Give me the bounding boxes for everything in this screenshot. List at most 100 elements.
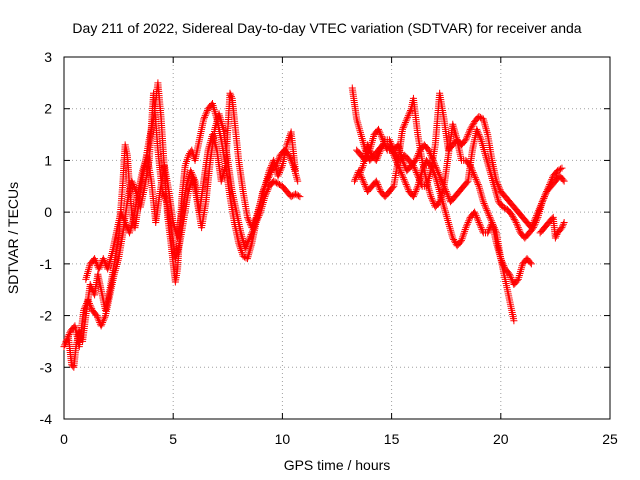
data-point [435,199,443,207]
data-point [93,313,101,321]
data-point [471,208,479,216]
data-point [474,129,482,137]
data-point [484,210,492,218]
data-point [249,220,257,228]
data-point [201,113,209,121]
data-point [274,172,282,180]
data-point [500,204,508,212]
data-point [431,160,439,168]
data-point [355,172,363,180]
data-point [374,151,382,159]
data-point [507,274,515,282]
data-point [556,165,564,173]
data-point [355,123,363,131]
data-point [367,150,375,158]
data-point [86,281,94,289]
data-point [101,313,109,321]
data-point [512,218,520,226]
data-point [97,322,105,330]
data-point [358,175,366,183]
data-point [64,334,72,342]
data-point [119,213,127,221]
data-point [353,117,361,125]
data-point [486,213,494,221]
data-point [372,177,380,185]
data-point [474,127,482,135]
data-point [412,168,420,176]
x-tick-label: 15 [384,431,400,447]
data-point [480,200,488,208]
data-point [292,190,300,198]
data-point [368,136,376,144]
data-point [121,218,129,226]
data-point [356,168,364,176]
data-point [478,225,486,233]
data-point [248,224,256,232]
data-point [99,318,107,326]
data-point [160,193,168,201]
data-point [270,177,278,185]
data-point [481,149,489,157]
data-point [464,131,472,139]
data-point [250,218,258,226]
data-point [379,141,387,149]
data-point [378,143,386,151]
data-point [473,213,481,221]
data-point [436,174,444,182]
x-tick-label: 0 [60,431,68,447]
data-point [445,220,453,228]
data-point [510,317,518,325]
data-point [122,220,130,228]
data-point [92,310,100,318]
data-point [483,127,491,135]
data-point [399,124,407,132]
data-point [412,187,420,195]
data-point [554,167,562,175]
data-point [203,108,211,116]
data-point [88,305,96,313]
data-point [443,189,451,197]
data-point [358,163,366,171]
data-point [559,222,567,230]
data-point [442,209,450,217]
data-point [552,232,560,240]
data-point [275,168,283,176]
data-point [413,153,421,161]
data-point [444,218,452,226]
data-point [275,155,283,163]
data-point [227,91,235,99]
x-tick-labels: 0 5 10 15 20 25 [60,431,618,447]
data-point [401,179,409,187]
data-point [128,177,136,185]
data-point [415,175,423,183]
data-point [530,224,538,232]
data-point [401,120,409,128]
data-point [123,222,131,230]
data-point [482,125,490,133]
data-point [474,181,482,189]
data-point [287,193,295,201]
data-point [415,150,423,158]
data-point [400,160,408,168]
data-point [441,207,449,215]
data-point [432,163,440,171]
data-point [431,162,439,170]
data-point [161,194,169,202]
data-point [560,177,568,185]
data-point [244,215,252,223]
data-point [443,215,451,223]
data-point [377,146,385,154]
data-point [463,220,471,228]
data-point [485,212,493,220]
data-point [474,217,482,225]
data-point [476,132,484,140]
data-point [526,259,534,267]
data-point [516,227,524,235]
data-point [359,136,367,144]
data-point [404,186,412,194]
data-point [91,256,99,264]
data-point [63,336,71,344]
data-point [66,329,74,337]
data-point [80,305,88,313]
